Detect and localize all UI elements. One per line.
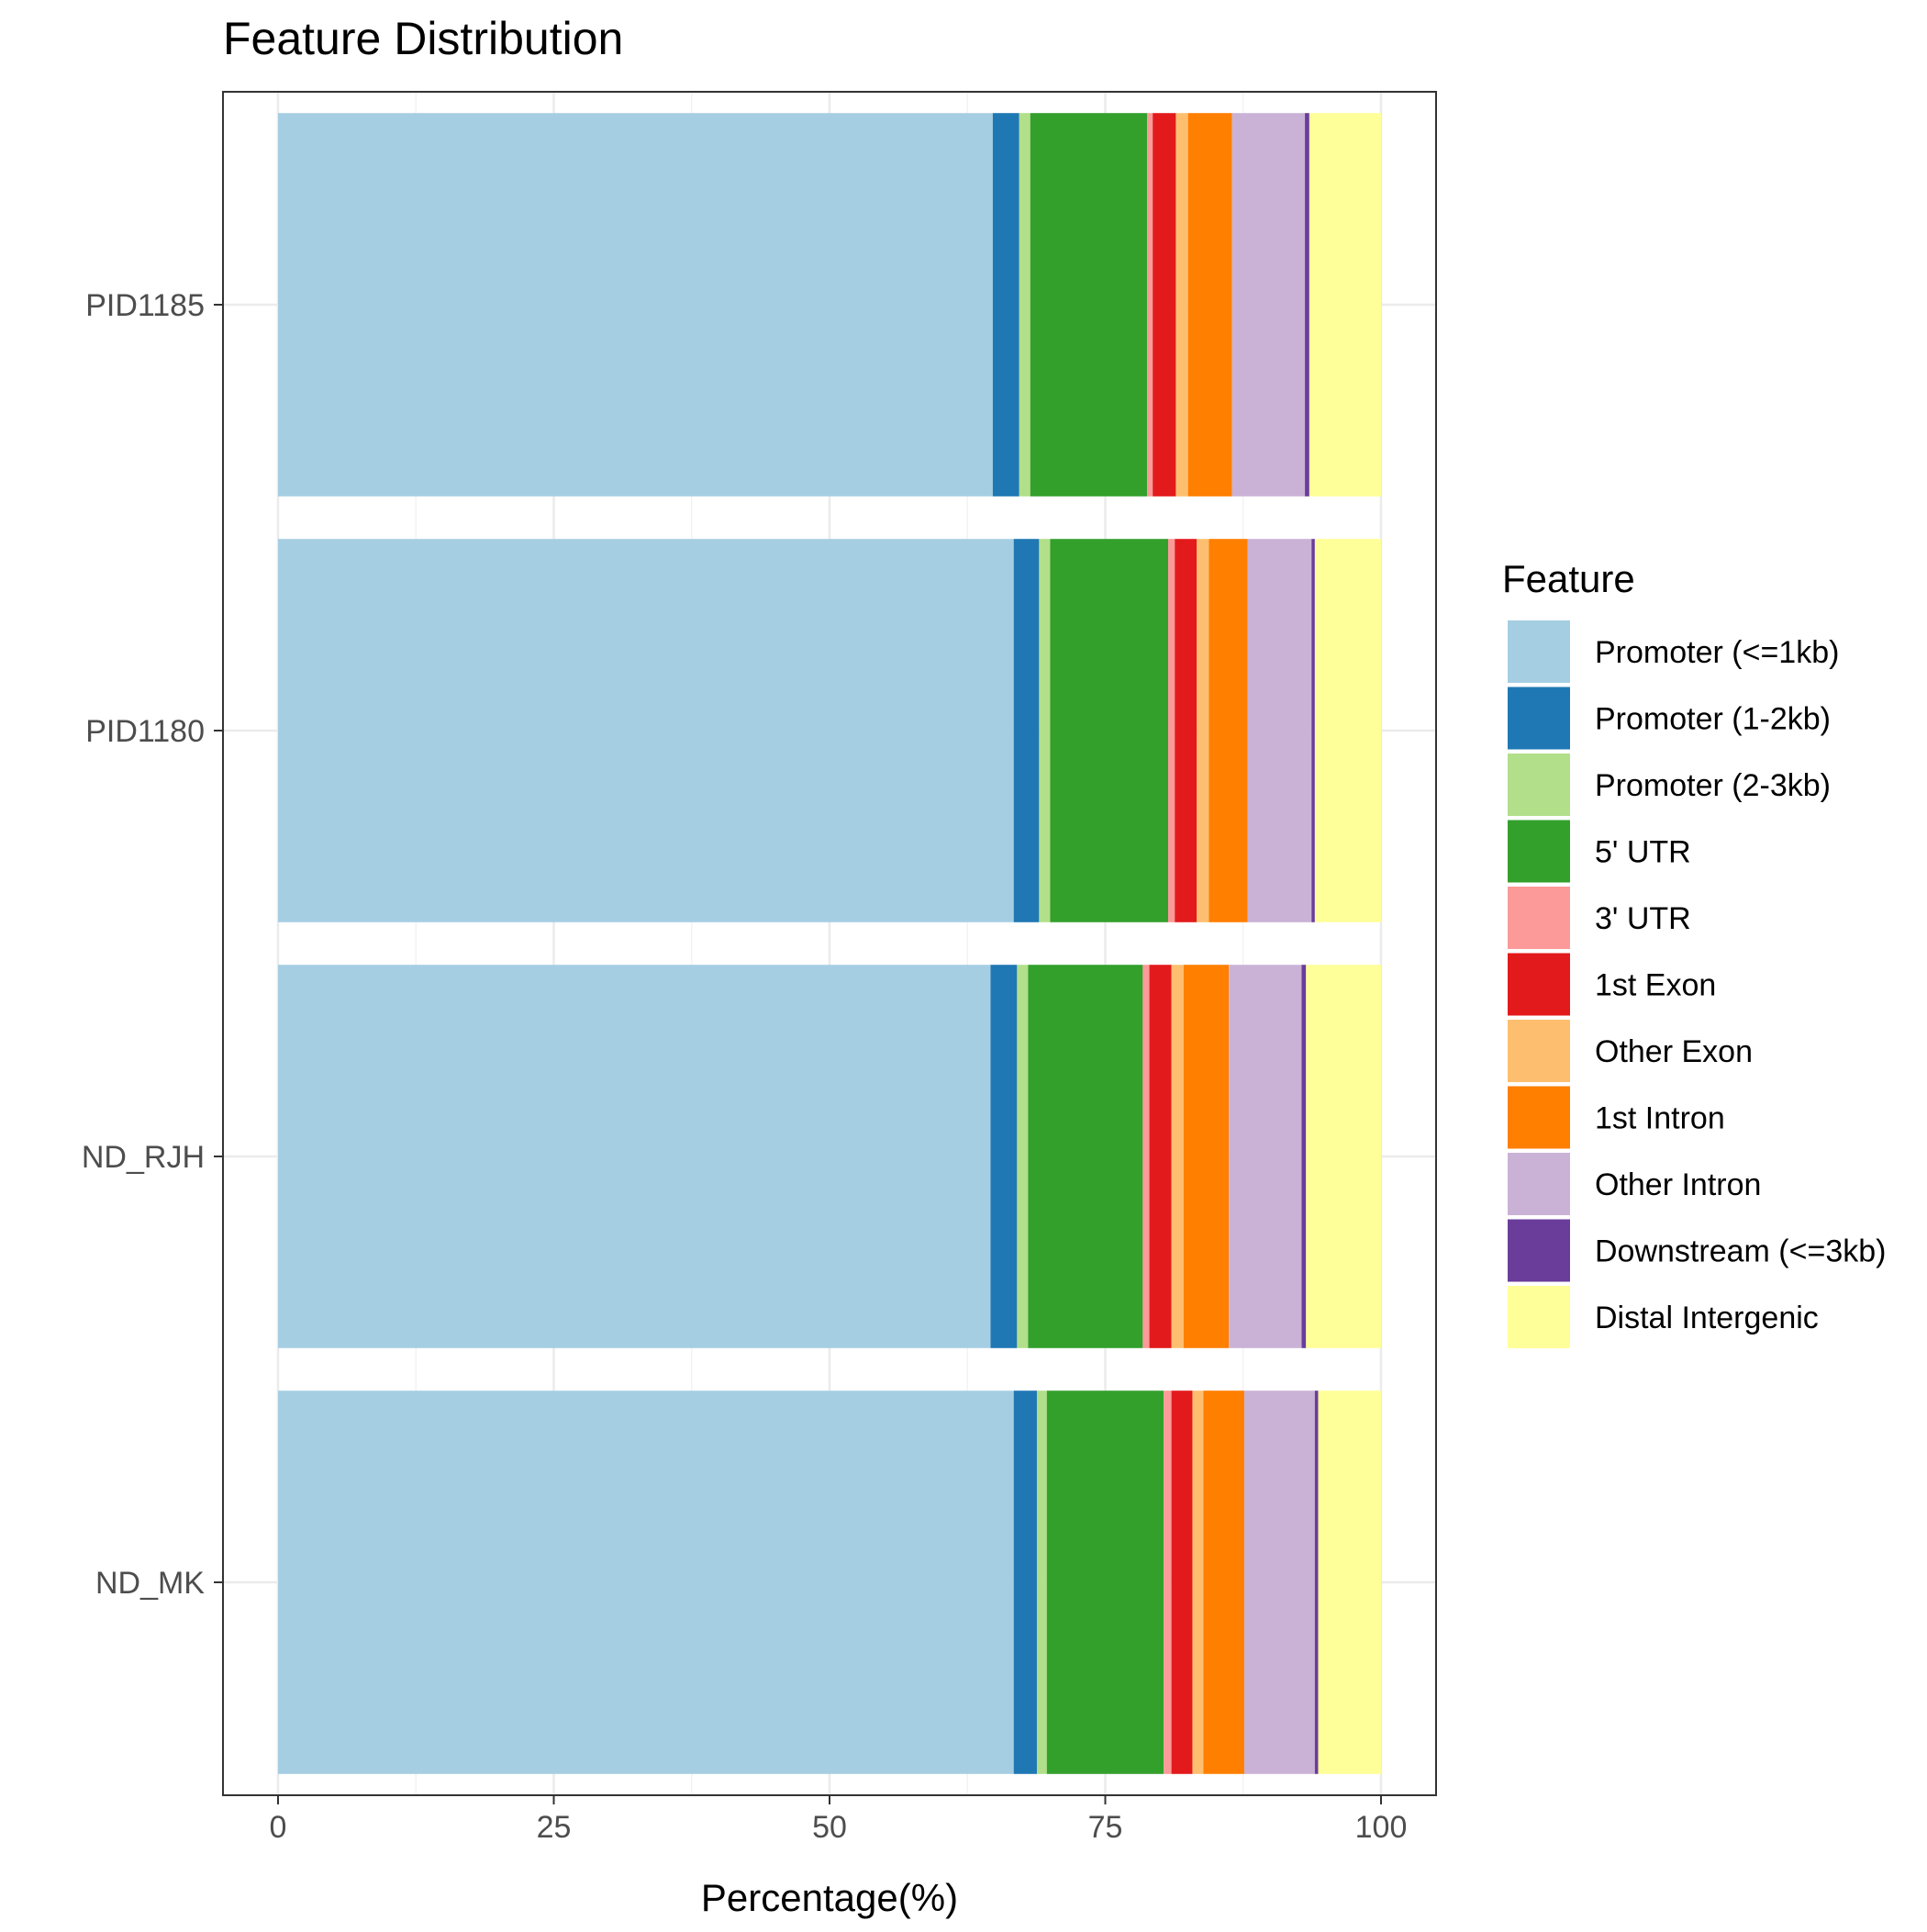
bar-segment: ND_MK — 1st Intron: 3.7% bbox=[1203, 1390, 1244, 1774]
bar-segment: ND_MK — Other Intron: 6.4% bbox=[1243, 1390, 1315, 1774]
legend-key bbox=[1508, 1219, 1570, 1282]
bar-segment: PID1185 — Promoter (2-3kb): 1% bbox=[1019, 113, 1030, 497]
x-tick-label: 100 bbox=[1355, 1810, 1408, 1845]
bar-segment: ND_MK — Promoter (2-3kb): 0.9% bbox=[1036, 1390, 1047, 1774]
x-tick-label: 25 bbox=[537, 1810, 572, 1845]
legend-label: 3' UTR bbox=[1595, 901, 1691, 936]
bar-segment: ND_MK — Downstream (<=3kb): 0.3% bbox=[1314, 1390, 1319, 1774]
legend-key bbox=[1508, 1020, 1570, 1082]
bar-segment: PID1180 — Downstream (<=3kb): 0.3% bbox=[1311, 539, 1315, 922]
bar-segment: PID1180 — 1st Intron: 3.5% bbox=[1209, 539, 1248, 922]
legend-key bbox=[1508, 1153, 1570, 1215]
bar-segment: PID1180 — Other Exon: 1.1% bbox=[1197, 539, 1209, 922]
bar-segment: ND_MK — Distal Intergenic: 5.7% bbox=[1318, 1390, 1381, 1774]
y-tick-label: PID1185 bbox=[85, 288, 205, 323]
y-tick-label: ND_RJH bbox=[82, 1140, 205, 1175]
bar-segment: ND_RJH — Promoter (2-3kb): 1% bbox=[1017, 965, 1029, 1348]
bar-segment: PID1180 — 3' UTR: 0.6% bbox=[1168, 539, 1175, 922]
bar-segment: ND_RJH — Promoter (1-2kb): 2.4% bbox=[990, 965, 1018, 1348]
legend-label: Other Intron bbox=[1595, 1167, 1761, 1202]
bar-segment: PID1185 — Distal Intergenic: 6.5% bbox=[1309, 113, 1381, 497]
legend-label: 1st Exon bbox=[1595, 968, 1716, 1003]
legend-label: Promoter (1-2kb) bbox=[1595, 702, 1831, 737]
bar-segment: PID1180 — Promoter (2-3kb): 1% bbox=[1039, 539, 1051, 922]
axes: 0 25 50 75 100 PID1185 PID1180 ND_RJH ND_MK bbox=[82, 288, 1407, 1845]
y-tick-label: ND_MK bbox=[95, 1566, 205, 1601]
x-tick-label: 0 bbox=[270, 1810, 287, 1845]
legend-key bbox=[1508, 687, 1570, 750]
bar-segment: PID1180 — Distal Intergenic: 6% bbox=[1314, 539, 1381, 922]
legend-title: Feature bbox=[1502, 557, 1635, 600]
x-tick-label: 50 bbox=[812, 1810, 847, 1845]
legend-key bbox=[1508, 820, 1570, 883]
bar-segment: ND_MK — 1st Exon: 1.9% bbox=[1171, 1390, 1193, 1774]
chart-title: Feature Distribution bbox=[223, 13, 623, 64]
y-tick-label: PID1180 bbox=[85, 714, 205, 749]
bar-segment: PID1185 — Promoter (<=1kb): 64.8% bbox=[278, 113, 993, 497]
legend-label: Promoter (2-3kb) bbox=[1595, 768, 1831, 803]
bar-segment: PID1185 — 1st Intron: 4% bbox=[1187, 113, 1232, 497]
bar-segment: ND_RJH — 5' UTR: 10.4% bbox=[1028, 965, 1143, 1348]
legend-label: 1st Intron bbox=[1595, 1101, 1725, 1136]
legend-label: Other Exon bbox=[1595, 1034, 1753, 1069]
bar-segment: ND_MK — Other Exon: 1% bbox=[1192, 1390, 1204, 1774]
bar-segment: PID1185 — Other Intron: 6.6% bbox=[1231, 113, 1306, 497]
bar-segment: PID1185 — Other Exon: 1.1% bbox=[1175, 113, 1188, 497]
bar-segment: PID1180 — 5' UTR: 10.7% bbox=[1050, 539, 1169, 922]
bar-segment: ND_RJH — Promoter (<=1kb): 64.6% bbox=[278, 965, 991, 1348]
bar-segment: PID1185 — 3' UTR: 0.5% bbox=[1147, 113, 1153, 497]
bar-segment: ND_RJH — 1st Exon: 2% bbox=[1149, 965, 1172, 1348]
legend-label: 5' UTR bbox=[1595, 835, 1691, 870]
bar-segment: ND_RJH — Other Intron: 6.6% bbox=[1229, 965, 1302, 1348]
bar-segment: PID1180 — 1st Exon: 2% bbox=[1175, 539, 1197, 922]
bar-segment: ND_RJH — 3' UTR: 0.6% bbox=[1142, 965, 1150, 1348]
bar-segment: PID1180 — Other Intron: 5.8% bbox=[1247, 539, 1312, 922]
bar-segment: PID1185 — 5' UTR: 10.6% bbox=[1030, 113, 1148, 497]
x-axis-label: Percentage(%) bbox=[701, 1876, 958, 1919]
bar-segment: ND_MK — Promoter (<=1kb): 66.7% bbox=[278, 1390, 1014, 1774]
legend-label: Promoter (<=1kb) bbox=[1595, 635, 1839, 670]
bar-segment: PID1180 — Promoter (1-2kb): 2.3% bbox=[1013, 539, 1040, 922]
legend-key bbox=[1508, 754, 1570, 816]
legend-label: Distal Intergenic bbox=[1595, 1301, 1819, 1335]
bar-segment: ND_RJH — Other Exon: 1.1% bbox=[1171, 965, 1184, 1348]
bar-segment: PID1185 — 1st Exon: 2.1% bbox=[1153, 113, 1176, 497]
bar-segment: ND_MK — Promoter (1-2kb): 2.1% bbox=[1013, 1390, 1037, 1774]
bar-layer: PID1185 — Promoter (<=1kb): 64.8%PID1185… bbox=[278, 113, 1381, 1774]
bar-segment: ND_RJH — 1st Intron: 4.1% bbox=[1183, 965, 1230, 1348]
legend-key bbox=[1508, 1086, 1570, 1149]
x-tick-label: 75 bbox=[1088, 1810, 1123, 1845]
legend: Promoter (<=1kb) Promoter (1-2kb) Promoter… bbox=[1508, 620, 1886, 1348]
legend-key bbox=[1508, 953, 1570, 1016]
bar-segment: ND_RJH — Downstream (<=3kb): 0.4% bbox=[1301, 965, 1307, 1348]
bar-segment: PID1185 — Promoter (1-2kb): 2.4% bbox=[992, 113, 1019, 497]
bar-segment: ND_MK — 3' UTR: 0.7% bbox=[1164, 1390, 1172, 1774]
bar-segment: ND_MK — 5' UTR: 10.6% bbox=[1046, 1390, 1164, 1774]
legend-label: Downstream (<=3kb) bbox=[1595, 1234, 1886, 1269]
bar-segment: ND_RJH — Distal Intergenic: 6.8% bbox=[1306, 965, 1381, 1348]
bar-segment: PID1180 — Promoter (<=1kb): 66.7% bbox=[278, 539, 1014, 922]
legend-key bbox=[1508, 620, 1570, 683]
bar-segment: PID1185 — Downstream (<=3kb): 0.4% bbox=[1305, 113, 1309, 497]
legend-key bbox=[1508, 887, 1570, 949]
legend-key bbox=[1508, 1286, 1570, 1348]
